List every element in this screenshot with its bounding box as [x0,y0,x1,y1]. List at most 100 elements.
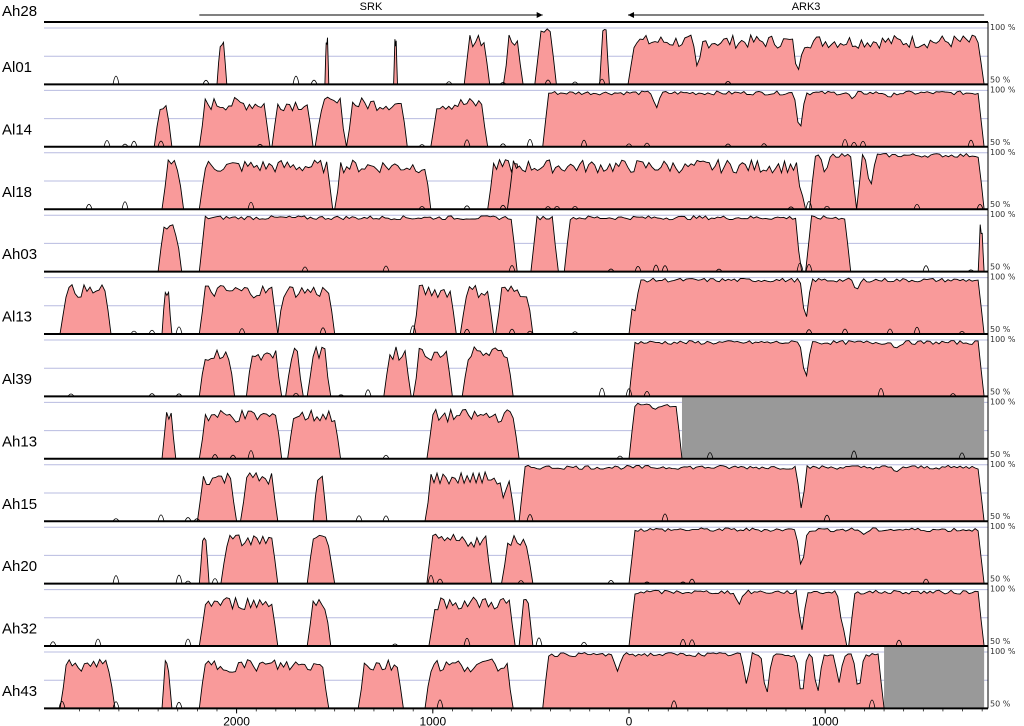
row-al39: Al39 100 % 50 % [2,333,1016,397]
conserved-region [198,348,236,397]
arrowhead-icon [628,12,635,18]
row-label: Ah20 [2,558,37,575]
row-ah13: Ah13 100 % 50 % [2,395,1016,460]
scale-top-label: 100 % [990,647,1016,656]
row-label: Ah32 [2,621,37,638]
conserved-region [271,101,314,148]
conserved-region [198,215,518,273]
low-conservation-trace [103,138,975,148]
conserved-region [285,347,304,397]
conserved-region [461,345,514,397]
conserved-region [314,96,348,148]
row-label: Ah03 [2,246,37,263]
row-al18: Al18 100 % 50 % [2,145,1016,210]
conserved-region [346,96,408,148]
scale-top-label: 100 % [990,85,1016,94]
reference-label: Ah28 [2,3,37,20]
conserved-region [628,402,683,460]
conserved-region [312,475,328,522]
conserved-region [393,39,398,85]
conserved-region [59,283,112,335]
conserved-region [977,224,985,273]
x-tick-label: 2000 [223,714,250,726]
conserved-region [161,412,177,460]
scale-bottom-label: 50 % [990,325,1011,334]
conserved-region [501,534,534,585]
low-conservation-trace [67,387,957,397]
conserved-region [357,658,404,709]
scale-top-label: 100 % [990,210,1016,219]
conserved-region [198,596,279,647]
conserved-region [161,659,173,709]
conserved-region [627,33,985,85]
conserved-region [198,159,334,210]
conserved-region [502,34,524,85]
conserved-region [424,658,514,709]
scale-bottom-label: 50 % [990,575,1011,584]
conserved-region [216,40,228,85]
conserved-region [530,215,559,273]
conserved-region [856,152,985,210]
gene-arrow-ark3: ARK3 [628,1,985,18]
low-conservation-trace [112,75,732,85]
conserved-region [153,104,173,148]
conserved-region [534,28,557,85]
row-ah15: Ah15 100 % 50 % [2,457,1016,522]
conserved-region [198,537,210,585]
conserved-region [542,651,885,709]
unaligned-block [884,647,985,708]
conserved-region [306,345,332,397]
conserved-region [324,37,330,85]
conserved-region [628,340,985,397]
gene-label: SRK [360,1,383,13]
conserved-region [287,408,342,460]
conserved-region [459,284,495,335]
row-ah32: Ah32 100 % 50 % [2,582,1016,647]
conserved-region [198,408,283,460]
conserved-region [198,96,271,148]
row-al13: Al13 100 % 50 % [2,270,1016,335]
conserved-region [424,470,516,522]
conserved-region [518,599,534,647]
x-tick-label: 0 [626,714,633,726]
conserved-region [426,407,520,460]
conserved-region [277,286,336,335]
row-ah43: Ah43 100 % 50 % [2,645,1016,709]
low-conservation-trace [211,450,966,460]
row-label: Al39 [2,371,32,388]
conserved-region [239,471,279,522]
row-label: Ah13 [2,433,37,450]
scale-top-label: 100 % [990,23,1016,32]
scale-bottom-label: 50 % [990,263,1011,272]
scale-top-label: 100 % [990,335,1016,344]
scale-bottom-label: 50 % [990,138,1011,147]
gene-arrow-srk: SRK [199,1,543,18]
conserved-region [306,534,336,585]
conserved-region [412,347,453,397]
low-conservation-trace [112,513,831,522]
row-al14: Al14 100 % 50 % [2,83,1016,148]
arrowhead-icon [536,12,543,18]
scale-top-label: 100 % [990,585,1016,594]
conserved-region [198,659,330,709]
low-conservation-trace [301,262,975,272]
low-conservation-trace [130,325,966,335]
scale-top-label: 100 % [990,397,1016,406]
unaligned-block [681,397,985,458]
conserved-region [334,159,432,210]
conserved-region [848,589,985,647]
conserved-region [157,224,183,273]
conserved-region [161,158,185,210]
scale-bottom-label: 50 % [990,637,1011,646]
scale-top-label: 100 % [990,148,1016,157]
x-axis: 2000 1000 0 1000 [44,707,988,726]
low-conservation-trace [49,637,903,647]
row-label: Al14 [2,121,32,138]
conserved-region [383,346,412,397]
low-conservation-trace [85,201,984,210]
scale-top-label: 100 % [990,522,1016,531]
scale-bottom-label: 50 % [990,75,1011,84]
row-al01: Al01 100 % 50 % [2,21,1016,85]
